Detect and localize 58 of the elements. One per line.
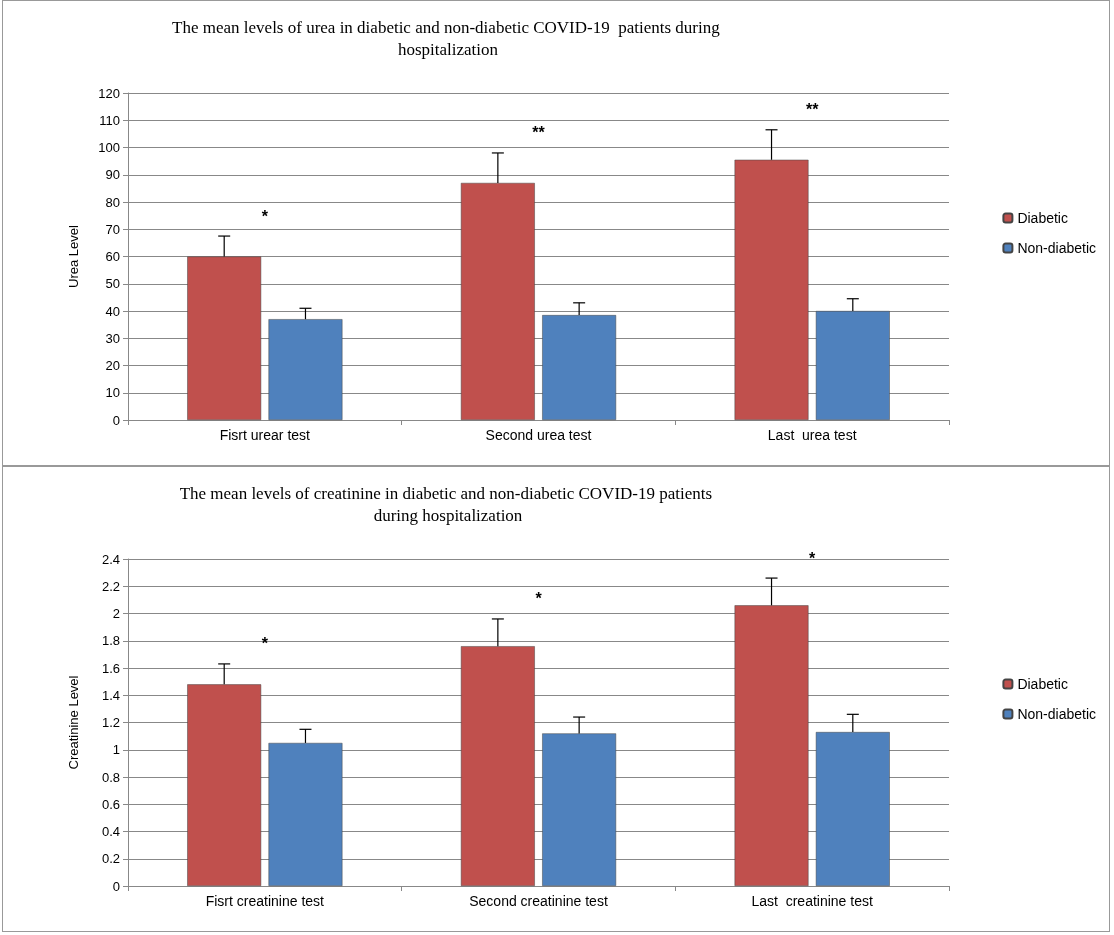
y-tick-label: 1.6 (101, 660, 120, 676)
bar (460, 182, 535, 420)
y-tick-label: 0.2 (101, 851, 120, 867)
legend-label: Non-diabetic (1017, 706, 1097, 722)
legend-label: Non-diabetic (1017, 240, 1097, 256)
x-tick-label: Second creatinine test (469, 893, 608, 909)
y-tick-label: 110 (99, 112, 120, 128)
y-tick-label: 80 (105, 194, 120, 210)
bar (187, 256, 262, 420)
y-tick-label: 40 (105, 303, 120, 319)
y-axis-title: Creatinine Level (66, 675, 81, 770)
bar (268, 319, 343, 420)
bar (268, 742, 343, 886)
y-tick-label: 20 (105, 358, 120, 373)
y-tick-label: 60 (105, 249, 120, 264)
y-tick-label: 90 (105, 167, 120, 183)
y-tick-label: 1.4 (101, 687, 120, 703)
y-tick-label: 0 (112, 878, 120, 894)
y-tick-label: 30 (105, 330, 120, 346)
y-tick-label: 120 (98, 85, 120, 101)
y-tick-label: 2.4 (101, 551, 120, 567)
chart-title: The mean levels of urea in diabetic and non-diabetic COVID-19 patients during hospitalization (172, 17, 724, 59)
bar (187, 684, 262, 886)
y-tick-label: 0.4 (101, 824, 120, 839)
y-tick-label: 100 (98, 140, 120, 155)
y-tick-label: 1 (112, 742, 120, 758)
x-tick-label: Second urea test (485, 427, 592, 443)
legend-label: Diabetic (1017, 676, 1068, 692)
bar (460, 646, 535, 886)
y-tick-label: 1.2 (101, 715, 120, 730)
y-tick-label: 50 (105, 276, 120, 292)
annotation: * (809, 549, 817, 567)
bar (815, 311, 890, 420)
y-tick-label: 0 (112, 412, 120, 428)
y-tick-label: 70 (105, 221, 120, 237)
bar (734, 159, 809, 420)
y-tick-label: 1.8 (101, 633, 120, 649)
bar (734, 605, 809, 886)
annotation: * (261, 207, 269, 225)
annotation: ** (805, 101, 820, 119)
chart-title: The mean levels of creatinine in diabetic and non-diabetic COVID-19 patients during hospitalization (179, 483, 717, 525)
x-tick-label: Last creatinine test (751, 893, 873, 909)
y-tick-label: 0.8 (101, 769, 120, 785)
y-axis-title: Urea Level (66, 224, 81, 288)
x-tick-label: Fisrt urear test (219, 427, 311, 443)
y-tick-label: 2.2 (101, 578, 120, 594)
x-tick-label: Last urea test (767, 427, 857, 443)
y-tick-label: 10 (105, 385, 120, 401)
y-tick-label: 2 (112, 606, 120, 621)
y-tick-label: 0.6 (101, 796, 120, 812)
bar (815, 732, 890, 886)
bar (542, 315, 617, 420)
x-tick-label: Fisrt creatinine test (205, 893, 325, 909)
legend-label: Diabetic (1017, 210, 1068, 226)
annotation: * (535, 590, 543, 608)
annotation: ** (532, 124, 546, 142)
bar (542, 733, 617, 886)
annotation: * (261, 635, 269, 653)
